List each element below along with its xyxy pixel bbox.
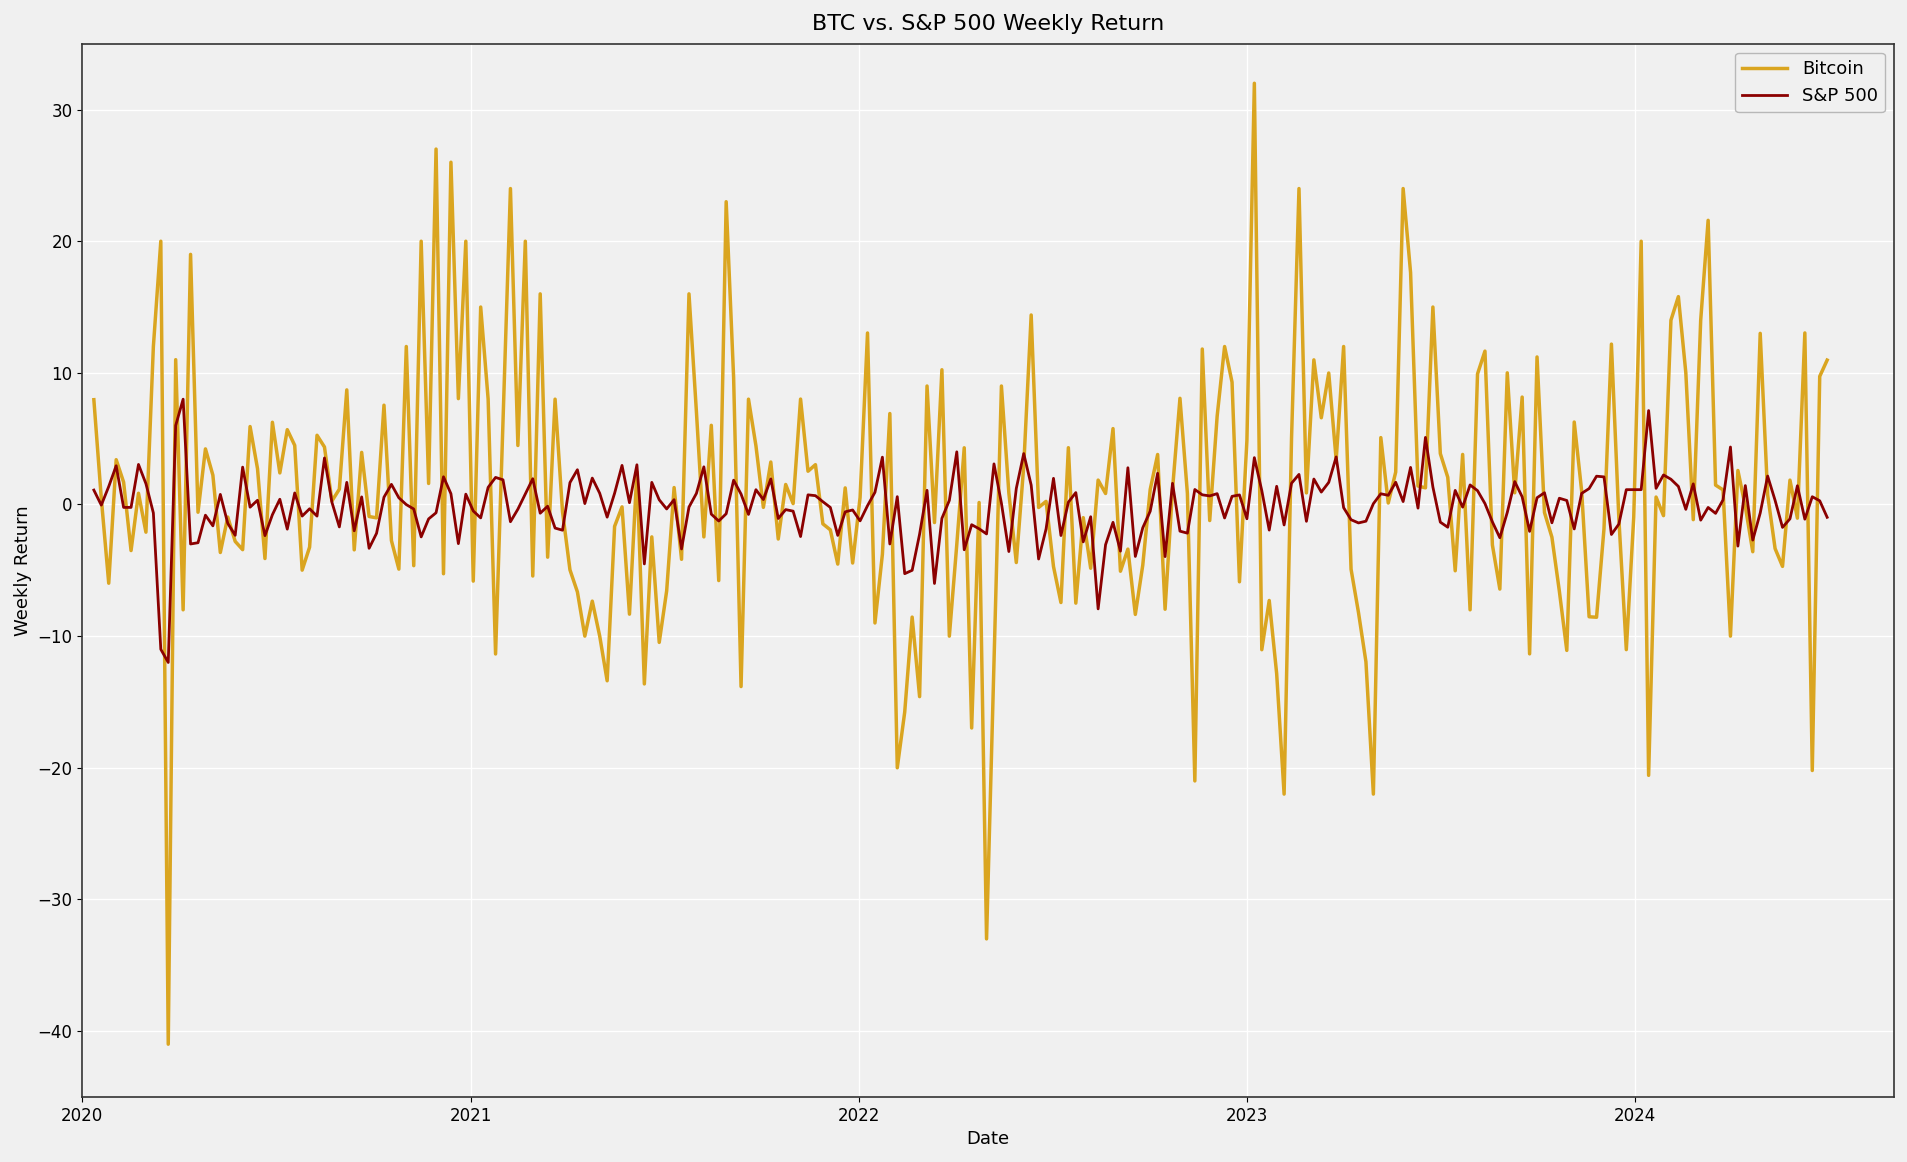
- Y-axis label: Weekly Return: Weekly Return: [13, 505, 32, 636]
- Title: BTC vs. S&P 500 Weekly Return: BTC vs. S&P 500 Weekly Return: [812, 14, 1163, 34]
- Line: Bitcoin: Bitcoin: [93, 84, 1827, 1045]
- Legend: Bitcoin, S&P 500: Bitcoin, S&P 500: [1733, 52, 1884, 113]
- X-axis label: Date: Date: [967, 1131, 1009, 1148]
- Line: S&P 500: S&P 500: [93, 400, 1827, 662]
